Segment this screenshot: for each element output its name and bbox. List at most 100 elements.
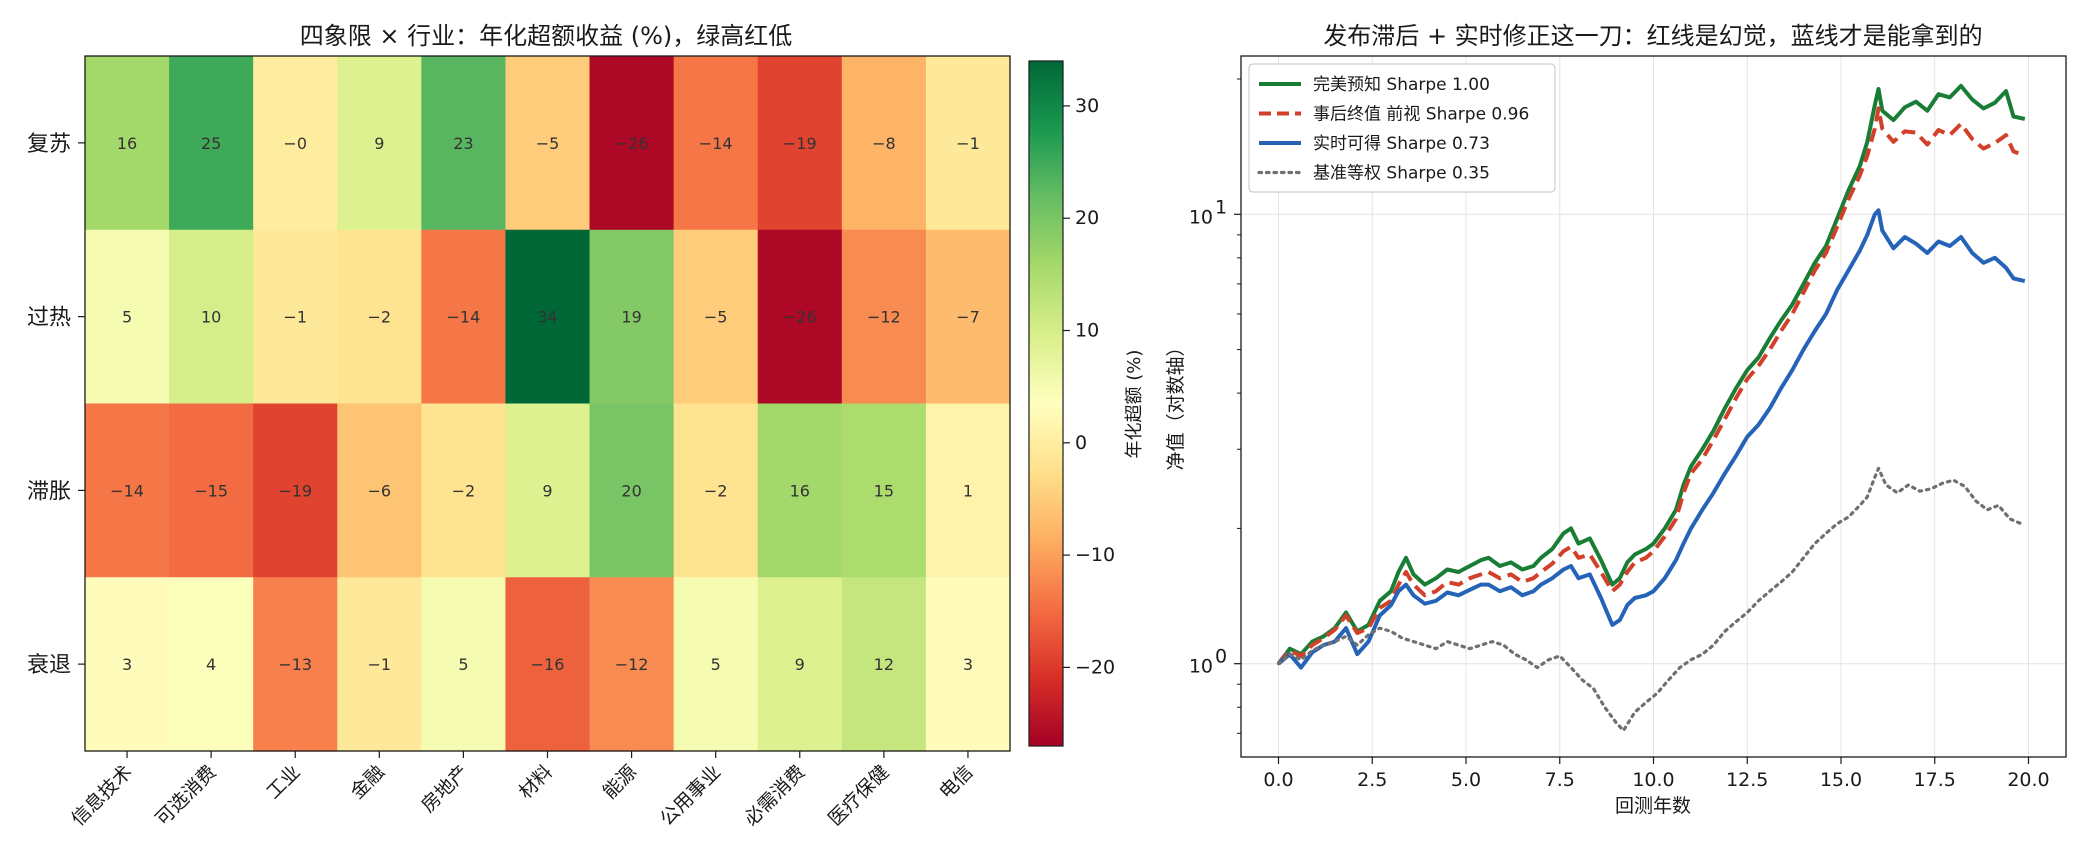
heatmap-cell-label: 5 xyxy=(122,308,132,327)
heatmap-cell-label: 3 xyxy=(963,655,973,674)
heatmap-cell xyxy=(169,403,254,578)
heatmap-cell xyxy=(589,56,675,231)
heatmap-cell xyxy=(841,56,927,231)
legend-label: 实时可得 Sharpe 0.73 xyxy=(1313,134,1490,154)
heatmap-col-label: 信息技术 xyxy=(67,761,136,830)
colorbar-tick-label: −20 xyxy=(1075,656,1115,678)
heatmap-cell xyxy=(85,56,170,231)
colorbar-tick-label: −10 xyxy=(1075,544,1115,566)
line-series-1 xyxy=(1276,83,2026,665)
heatmap-row-label: 衰退 xyxy=(27,653,71,678)
heatmap-cell-label: −19 xyxy=(278,481,312,500)
heatmap-cell xyxy=(253,577,338,752)
heatmap-cell-label: −14 xyxy=(699,134,733,153)
heatmap-col-label: 能源 xyxy=(599,761,641,803)
heatmap-cell xyxy=(757,229,843,405)
heatmap-row-label: 滞胀 xyxy=(27,479,71,504)
line-chart-xtick-label: 15.0 xyxy=(1820,769,1862,791)
heatmap-cell-label: −1 xyxy=(956,134,980,153)
line-chart-series xyxy=(1276,83,2026,733)
heatmap-panel: 四象限 × 行业：年化超额收益 (%)，绿高红低 16 25 −0 9 23 −5 −26 −… xyxy=(27,22,1145,830)
colorbar-ticks: 30 20 10 0 −10 −20 xyxy=(1063,95,1115,678)
heatmap-cell xyxy=(505,577,591,752)
heatmap-cell-label: 4 xyxy=(206,655,216,674)
heatmap-cell-label: 9 xyxy=(374,134,384,153)
heatmap-col-label: 医疗保健 xyxy=(824,761,893,830)
line-chart-legend: 完美预知 Sharpe 1.00 事后终值 前视 Sharpe 0.96 实时可得 … xyxy=(1248,63,1556,193)
heatmap-col-labels: 信息技术 可选消费 工业 金融 房地产 材料 能源 公用事业 必需消费 医疗保健 电信 xyxy=(67,751,977,830)
heatmap-cell xyxy=(337,403,422,578)
colorbar-tick-label: 0 xyxy=(1075,432,1087,454)
heatmap-cell-label: −14 xyxy=(110,481,144,500)
heatmap-cell xyxy=(841,403,927,578)
line-chart-ytick-exponent: 0 xyxy=(1215,646,1227,668)
heatmap-cell-label: 12 xyxy=(874,655,894,674)
line-series-2 xyxy=(1276,106,2026,666)
line-chart-xtick-label: 12.5 xyxy=(1726,769,1768,791)
heatmap-cell-label: −1 xyxy=(368,655,392,674)
line-chart-ylabel: 净值（对数轴） xyxy=(1165,337,1187,470)
colorbar xyxy=(1028,60,1064,747)
heatmap-cell-label: −0 xyxy=(283,134,307,153)
heatmap-title: 四象限 × 行业：年化超额收益 (%)，绿高红低 xyxy=(300,22,793,50)
heatmap-cell xyxy=(589,403,675,578)
heatmap-cell xyxy=(505,56,591,231)
heatmap-cell xyxy=(673,577,759,752)
heatmap-cell-label: 16 xyxy=(117,134,137,153)
heatmap-col-label: 可选消费 xyxy=(151,761,220,830)
heatmap-cell-label: −2 xyxy=(452,481,476,500)
heatmap-cell xyxy=(673,56,759,231)
heatmap-cell xyxy=(253,229,338,405)
heatmap-cell-label: −6 xyxy=(368,481,392,500)
heatmap-cell xyxy=(673,229,759,405)
line-chart-ytick-label: 10 xyxy=(1189,656,1213,678)
heatmap-cell-label: 5 xyxy=(458,655,468,674)
legend-box xyxy=(1248,63,1556,193)
line-chart-ytick-label: 10 xyxy=(1189,206,1213,228)
colorbar-label: 年化超额 (%) xyxy=(1124,350,1145,459)
heatmap-cell-label: −12 xyxy=(867,308,901,327)
heatmap-col-label: 金融 xyxy=(346,761,388,803)
heatmap-cell xyxy=(925,56,1011,231)
heatmap-cell xyxy=(337,577,422,752)
colorbar-tick-label: 10 xyxy=(1075,320,1099,342)
heatmap-cell xyxy=(421,403,507,578)
heatmap-cell xyxy=(253,403,338,578)
heatmap-cell xyxy=(505,229,591,405)
heatmap-cell xyxy=(757,403,843,578)
heatmap-cell-label: −8 xyxy=(872,134,896,153)
heatmap-cell xyxy=(337,229,422,405)
legend-label: 事后终值 前视 Sharpe 0.96 xyxy=(1313,105,1529,125)
heatmap-cell-label: −26 xyxy=(783,308,817,327)
heatmap-cell xyxy=(169,577,254,752)
heatmap-cell-label: 1 xyxy=(963,481,973,500)
heatmap-cell-label: 5 xyxy=(711,655,721,674)
heatmap-cell-label: −13 xyxy=(278,655,312,674)
heatmap-cell-label: −7 xyxy=(956,308,980,327)
heatmap-cell xyxy=(85,577,170,752)
line-chart-xtick-label: 20.0 xyxy=(2007,769,2049,791)
colorbar-tick-label: 30 xyxy=(1075,95,1099,117)
heatmap-cell-label: −15 xyxy=(194,481,228,500)
heatmap-cell-label: 23 xyxy=(453,134,473,153)
heatmap-col-label: 材料 xyxy=(515,761,557,803)
heatmap-cell-label: −19 xyxy=(783,134,817,153)
line-chart-xlabel: 回测年数 xyxy=(1615,795,1691,817)
heatmap-cell xyxy=(85,403,170,578)
line-chart-xticks: 0.0 2.5 5.0 7.5 10.0 12.5 15.0 17.5 20.0 xyxy=(1263,757,2050,791)
heatmap-cell-label: 3 xyxy=(122,655,132,674)
heatmap-cell-label: −26 xyxy=(615,134,649,153)
legend-label: 基准等权 Sharpe 0.35 xyxy=(1313,164,1490,184)
heatmap-cell-label: −5 xyxy=(704,308,728,327)
heatmap-cell-label: 34 xyxy=(537,308,557,327)
line-series-4 xyxy=(1276,466,2023,733)
heatmap-col-label: 房地产 xyxy=(417,761,473,817)
heatmap-col-label: 公用事业 xyxy=(656,761,725,830)
colorbar-tick-label: 20 xyxy=(1075,207,1099,229)
heatmap-col-label: 电信 xyxy=(935,761,977,803)
heatmap-cell-label: −14 xyxy=(447,308,481,327)
heatmap-cell-labels: 16 25 −0 9 23 −5 −26 −14 −19 −8 −15 10 −1 −2 −14 34 19 −5… xyxy=(110,134,980,674)
heatmap-cell xyxy=(253,56,338,231)
